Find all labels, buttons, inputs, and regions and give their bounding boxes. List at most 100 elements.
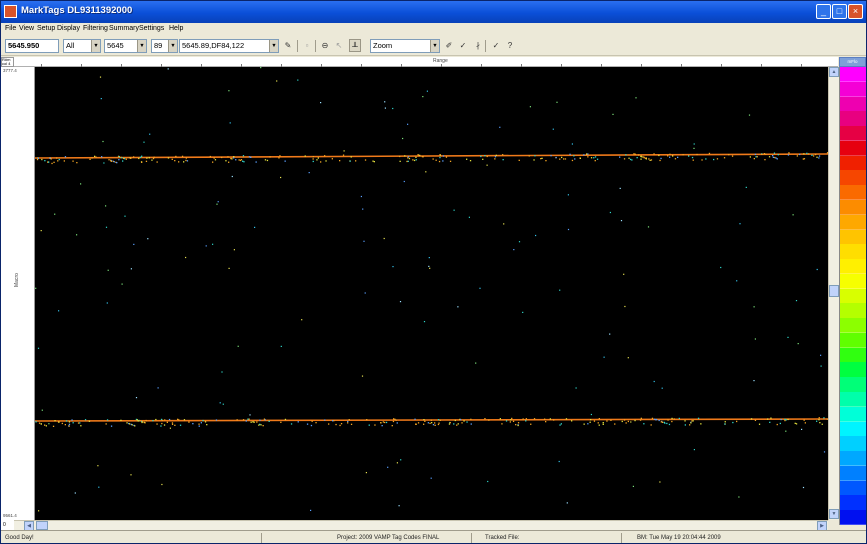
track-point (512, 420, 515, 422)
title-bar[interactable]: MarkTags DL9311392000 _ □ × (1, 1, 866, 23)
menu-settings[interactable]: Settings (139, 25, 165, 32)
legend-swatch (840, 111, 866, 127)
track-point (495, 154, 497, 156)
filter-select[interactable]: All ▼ (63, 39, 101, 53)
echo-point (535, 234, 537, 237)
track-point (347, 420, 349, 423)
track-point (395, 419, 397, 421)
status-greeting: Good Day! (5, 535, 34, 541)
chevron-down-icon[interactable]: ▼ (137, 40, 146, 52)
maximize-button[interactable]: □ (832, 4, 847, 19)
grid-icon[interactable]: ▫ (305, 41, 309, 50)
scroll-down-icon[interactable]: ▼ (829, 509, 839, 519)
echo-point (280, 345, 282, 347)
track-point (284, 418, 287, 421)
chevron-down-icon[interactable]: ▼ (430, 40, 439, 52)
zoom-out-icon[interactable]: ⊖ (321, 41, 329, 50)
echo-point (575, 387, 577, 389)
track-point (248, 418, 250, 420)
vertical-scrollbar[interactable]: ▲ ▼ (828, 67, 839, 520)
horizontal-scrollbar[interactable]: ◀ ▶ (14, 520, 828, 531)
tag-select[interactable]: 5645 ▼ (104, 39, 147, 53)
echo-point (76, 234, 78, 236)
chevron-down-icon[interactable]: ▼ (168, 40, 177, 52)
track-point (763, 153, 766, 155)
track-point (787, 154, 790, 156)
vertical-scroll-thumb[interactable] (829, 285, 839, 297)
verify-icon[interactable]: ✓ (492, 41, 500, 50)
scroll-up-icon[interactable]: ▲ (829, 67, 839, 77)
echo-point (37, 347, 40, 349)
track-point (79, 422, 81, 424)
zoom-select[interactable]: Zoom ▼ (370, 39, 440, 53)
check-icon[interactable]: ✓ (459, 41, 467, 50)
track-point (564, 158, 567, 160)
menu-filtering[interactable]: Filtering (83, 25, 108, 32)
echo-point (693, 147, 695, 149)
marker-icon[interactable]: ∤ (476, 41, 480, 50)
track-point (816, 156, 818, 158)
close-button[interactable]: × (848, 4, 863, 19)
track-point (264, 159, 267, 161)
echo-point (310, 509, 312, 511)
echo-point (100, 98, 102, 100)
track-point (560, 423, 562, 425)
menu-setup[interactable]: Setup (37, 25, 56, 32)
track-point (112, 160, 114, 162)
echogram-canvas[interactable] (35, 67, 828, 520)
help-icon[interactable]: ? (507, 41, 513, 50)
echo-point (619, 187, 621, 189)
chart-icon[interactable]: ╨ (349, 39, 361, 52)
track-point (88, 420, 91, 422)
chevron-down-icon[interactable]: ▼ (269, 40, 278, 52)
track-point (802, 158, 804, 160)
edit-icon[interactable]: ✐ (445, 41, 453, 50)
echo-point (556, 101, 558, 103)
track-point (764, 159, 766, 161)
chevron-down-icon[interactable]: ▼ (91, 40, 100, 52)
pen-icon[interactable]: ✎ (284, 41, 292, 50)
track-point (780, 418, 782, 421)
track-point (415, 159, 417, 161)
track-point (431, 422, 433, 424)
echo-point (362, 208, 364, 210)
echogram-plot[interactable] (35, 67, 828, 520)
track-point (117, 155, 120, 157)
toolbar-separator (485, 40, 486, 52)
horizontal-scroll-thumb[interactable] (36, 521, 48, 530)
echo-point (399, 301, 402, 303)
menu-display[interactable]: Display (57, 25, 80, 32)
menu-summary[interactable]: Summary (109, 25, 139, 32)
track-point (152, 157, 155, 160)
track-point (148, 157, 150, 159)
pointer-icon[interactable]: ↖ (335, 41, 343, 50)
track-point (818, 419, 820, 421)
legend-swatch (840, 140, 866, 157)
tag-id-select[interactable]: 5645.89,DF84,122 ▼ (179, 39, 279, 53)
echo-point (407, 123, 409, 125)
track-point (663, 421, 665, 424)
track-point (438, 160, 441, 163)
track-point (713, 158, 715, 161)
code-select[interactable]: 89 ▼ (151, 39, 178, 53)
legend-swatch (840, 451, 866, 467)
menu-view[interactable]: View (19, 25, 35, 32)
track-point (755, 156, 757, 158)
track-point (412, 159, 414, 161)
track-point (417, 422, 420, 424)
position-field[interactable]: 5645.950 (5, 39, 59, 53)
echo-point (792, 214, 794, 216)
track-point (153, 156, 155, 158)
track-point (768, 156, 771, 158)
minimize-button[interactable]: _ (816, 4, 831, 19)
menu-help[interactable]: Help (169, 25, 184, 32)
track-point (590, 157, 593, 159)
echo-point (739, 223, 741, 225)
track-point (555, 156, 557, 159)
track-point (749, 156, 751, 158)
menu-file[interactable]: File (5, 25, 17, 32)
track-point (156, 161, 158, 163)
echo-point (423, 321, 426, 323)
echo-point (552, 128, 554, 130)
track-point (101, 156, 103, 158)
